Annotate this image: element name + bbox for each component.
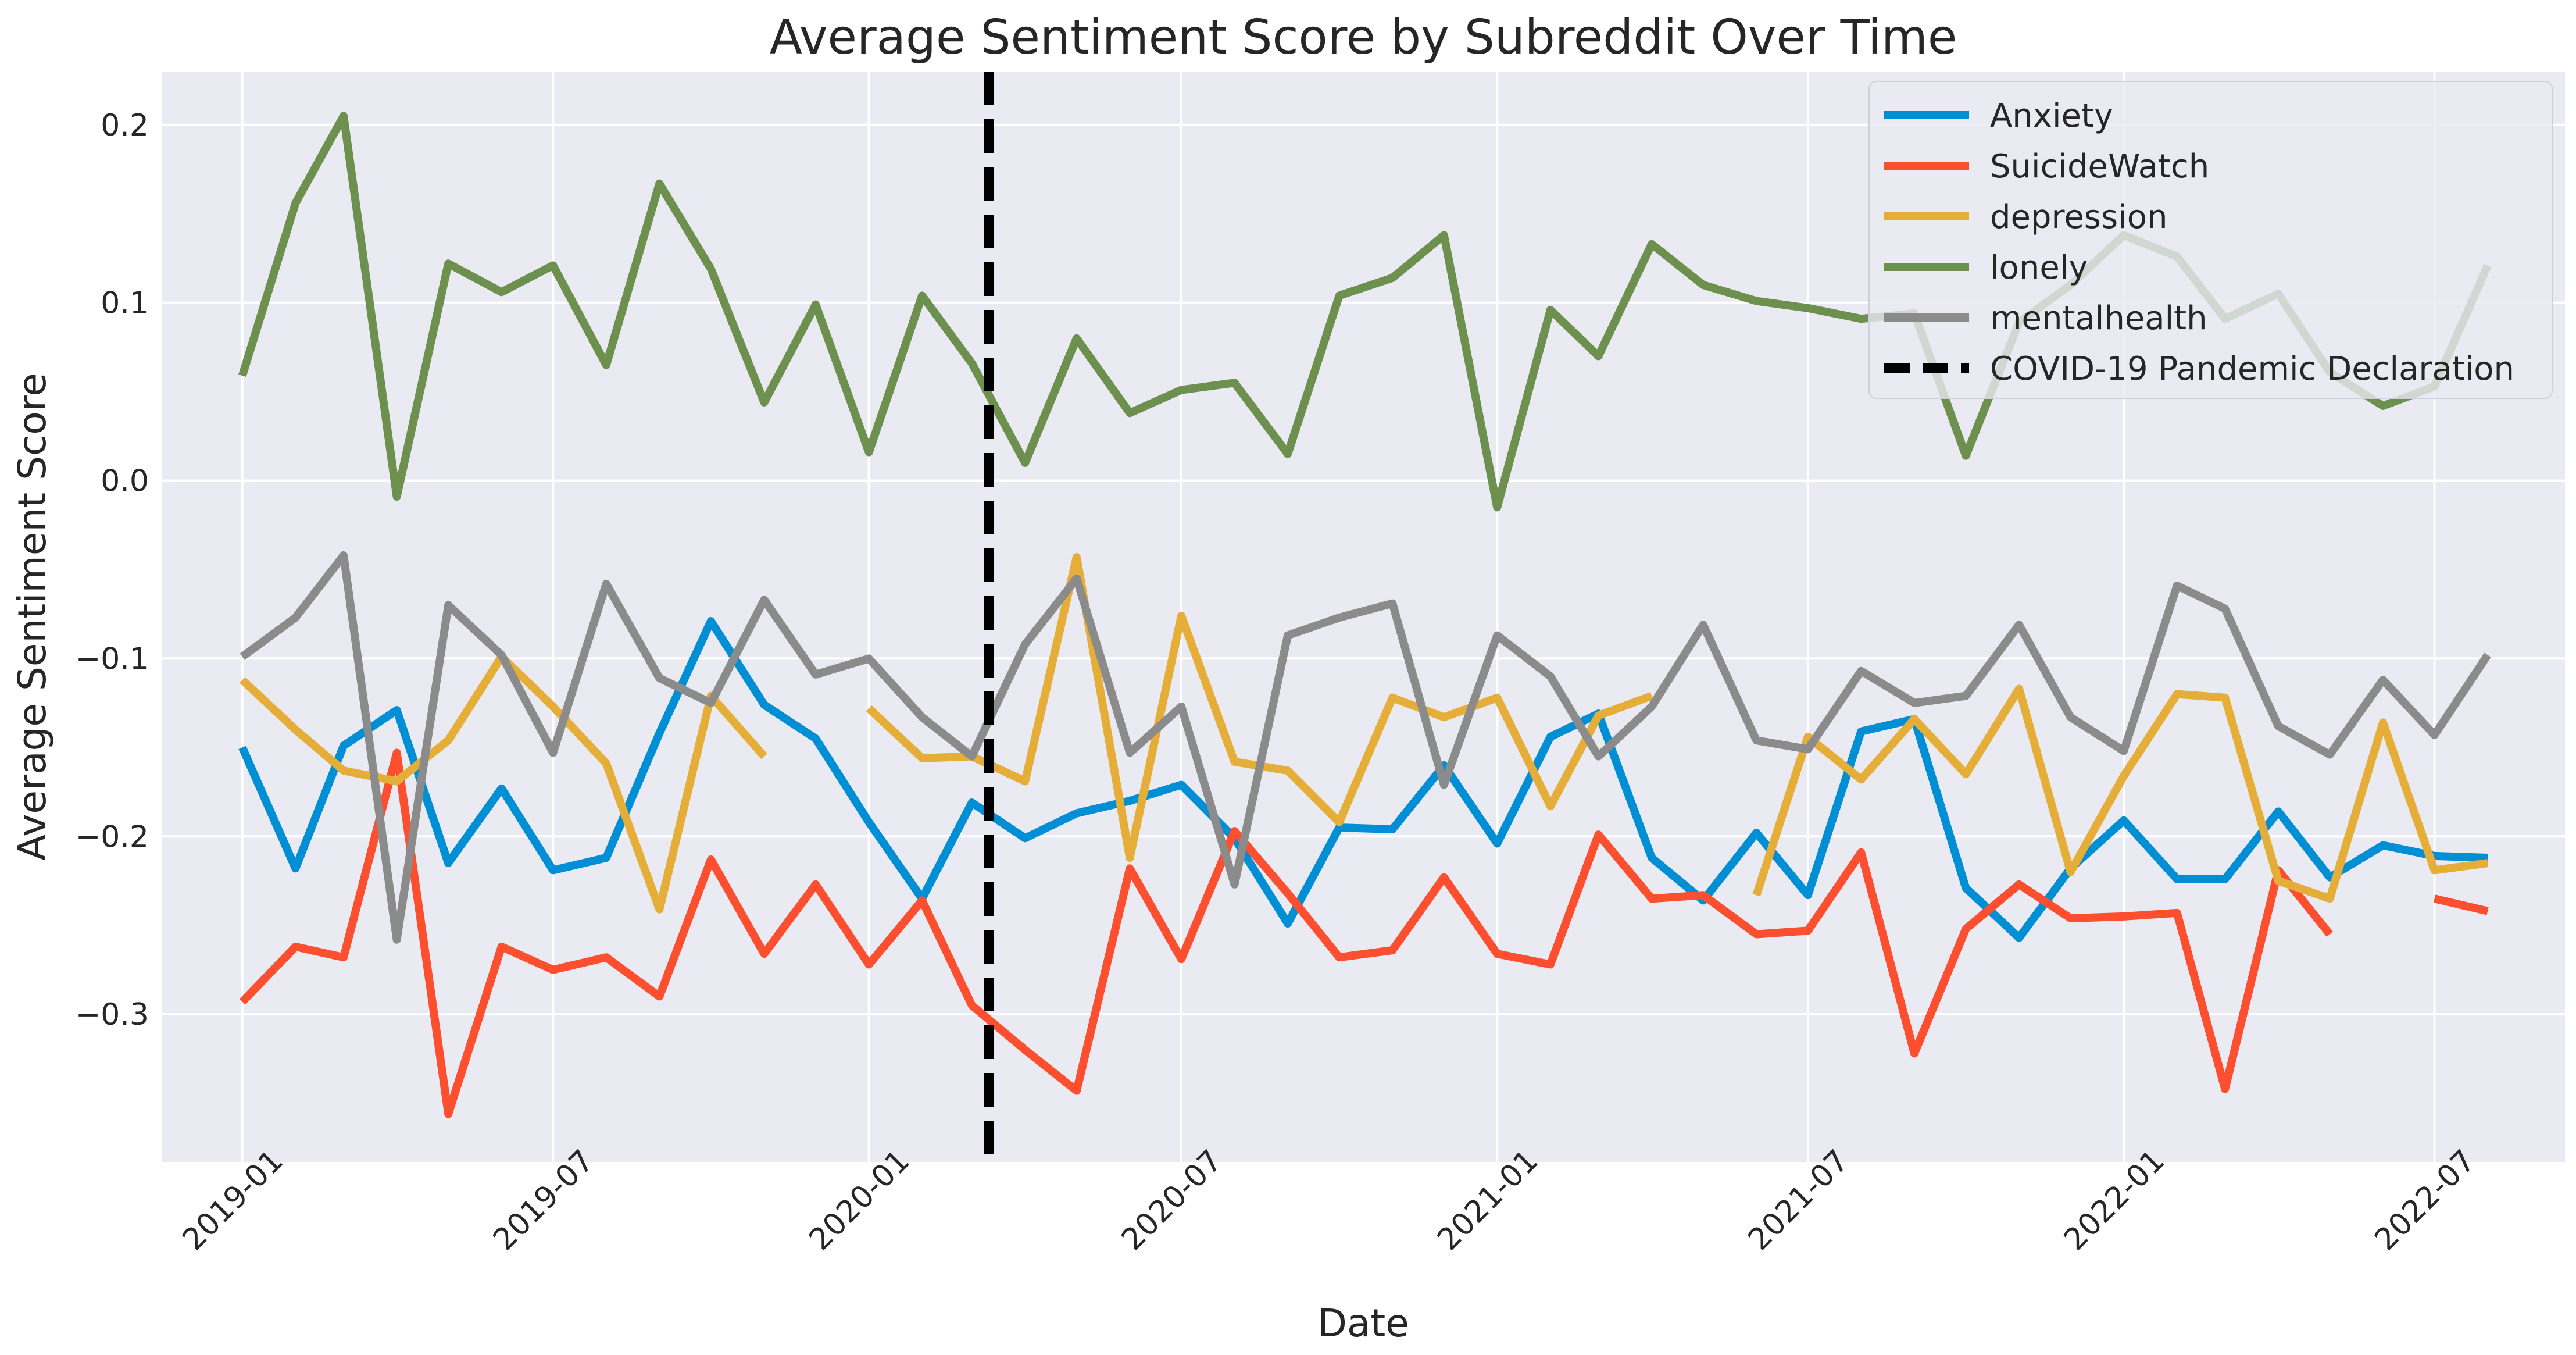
- y-axis-label: Average Sentiment Score: [10, 373, 55, 861]
- data-point: [971, 756, 973, 757]
- data-point: [921, 716, 923, 718]
- data-point: [396, 939, 398, 940]
- data-point: [2434, 855, 2435, 857]
- data-point: [921, 295, 923, 296]
- gridlines: [162, 72, 2565, 1162]
- data-point: [1076, 1090, 1077, 1092]
- data-point: [659, 183, 660, 184]
- data-point: [1860, 779, 1862, 780]
- data-point: [1024, 780, 1026, 782]
- data-point: [501, 788, 502, 789]
- data-point: [2434, 869, 2435, 871]
- data-point: [1807, 736, 1809, 737]
- y-tick-label: −0.2: [76, 819, 149, 854]
- data-point: [1756, 740, 1757, 741]
- legend: Anxiety SuicideWatch depression lonely menta…: [1868, 81, 2553, 399]
- data-point: [1076, 557, 1077, 558]
- data-point: [1392, 277, 1393, 279]
- series-line-anxiety: [238, 617, 2488, 942]
- data-point: [1234, 761, 1235, 762]
- data-point: [659, 678, 660, 679]
- data-point: [1598, 756, 1599, 757]
- data-point: [1392, 697, 1393, 698]
- legend-label: depression: [1990, 198, 2167, 236]
- data-point: [295, 729, 296, 730]
- x-axis-label: Date: [1317, 1301, 1409, 1346]
- y-tick-label: 0.2: [101, 108, 149, 143]
- data-point: [2070, 716, 2071, 718]
- data-point: [2382, 722, 2384, 723]
- legend-label: Anxiety: [1990, 97, 2113, 135]
- data-point: [1392, 829, 1393, 830]
- data-point: [1024, 462, 1026, 463]
- data-point: [448, 263, 449, 264]
- series-line-mentalhealth: [240, 551, 2491, 944]
- data-point: [448, 740, 449, 741]
- y-tick-label: −0.1: [76, 641, 149, 676]
- data-point: [921, 900, 923, 901]
- data-point: [659, 996, 660, 997]
- data-point: [1598, 715, 1599, 716]
- data-point: [295, 202, 296, 204]
- legend-label: COVID-19 Pandemic Declaration: [1990, 350, 2514, 388]
- data-point: [659, 909, 660, 910]
- data-point: [1860, 731, 1862, 732]
- legend-label: mentalhealth: [1990, 299, 2207, 337]
- data-point: [295, 946, 296, 947]
- data-point: [1756, 933, 1757, 935]
- data-point: [1807, 930, 1809, 931]
- data-point: [1024, 837, 1026, 839]
- data-point: [501, 946, 502, 947]
- data-point: [396, 780, 398, 782]
- y-tick-label: 0.1: [101, 286, 149, 321]
- data-point: [2382, 845, 2384, 846]
- data-point: [1807, 748, 1809, 750]
- data-point: [2434, 898, 2435, 899]
- data-point: [1234, 830, 1235, 832]
- data-point: [1076, 578, 1077, 579]
- data-point: [710, 621, 712, 622]
- data-point: [1392, 603, 1393, 604]
- data-point: [1496, 507, 1498, 508]
- data-point: [1860, 852, 1862, 853]
- data-point: [448, 862, 449, 864]
- data-point: [1496, 697, 1498, 698]
- data-point: [1234, 884, 1235, 885]
- data-point: [2018, 884, 2020, 885]
- y-tick-label: 0.0: [101, 464, 149, 499]
- data-point: [295, 868, 296, 869]
- data-point: [2434, 734, 2435, 736]
- data-point: [1807, 894, 1809, 896]
- data-point: [1076, 812, 1077, 814]
- data-point: [1496, 635, 1498, 636]
- legend-box: [1868, 81, 2553, 399]
- legend-label: SuicideWatch: [1990, 148, 2209, 186]
- y-tick-label: −0.3: [76, 997, 149, 1032]
- data-point: [2018, 937, 2020, 939]
- data-point: [1756, 894, 1757, 896]
- legend-label: lonely: [1990, 249, 2088, 287]
- data-point: [501, 291, 502, 293]
- data-point: [1392, 950, 1393, 951]
- data-point: [1496, 843, 1498, 844]
- data-point: [396, 709, 398, 711]
- chart-title: Average Sentiment Score by Subreddit Ove…: [770, 10, 1957, 65]
